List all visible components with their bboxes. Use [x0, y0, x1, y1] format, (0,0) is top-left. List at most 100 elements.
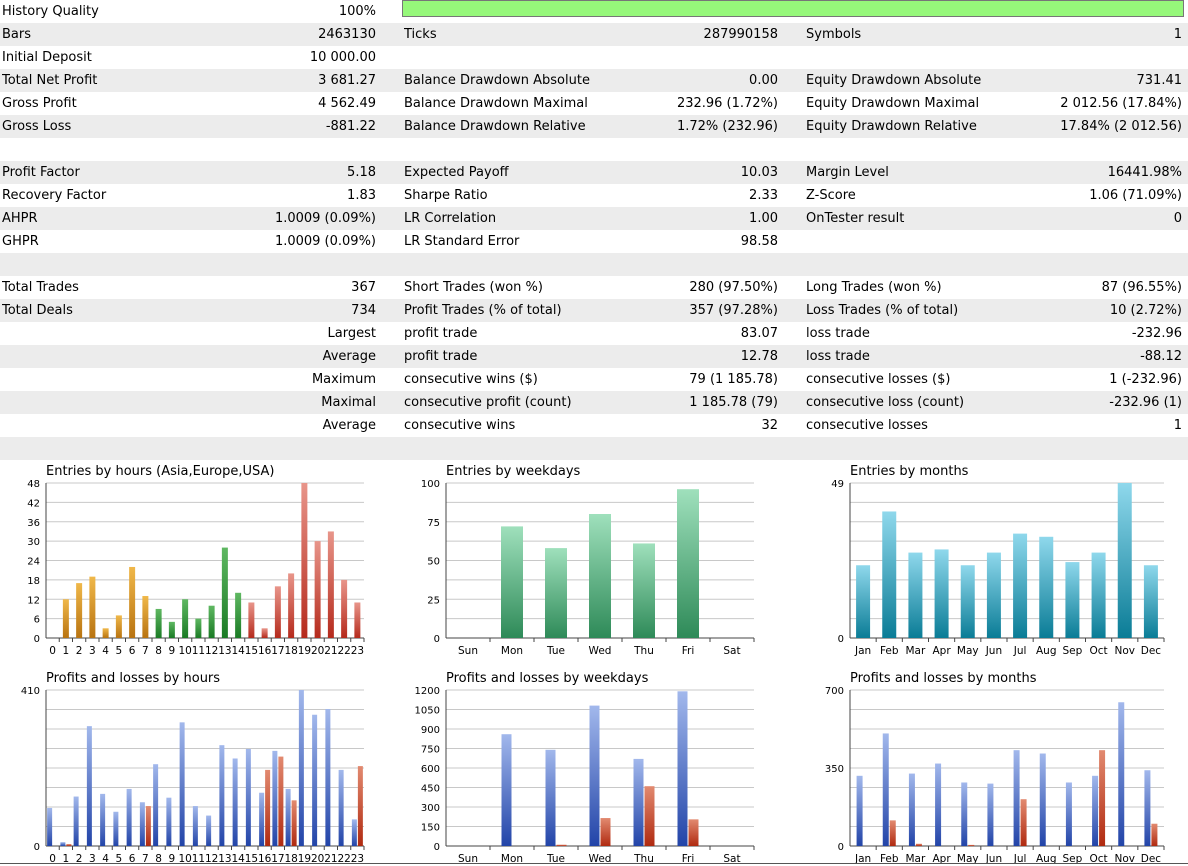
x-tick-label: Wed: [589, 645, 612, 657]
x-tick-label: Nov: [1115, 645, 1136, 657]
summary-row: Initial Deposit 10 000.00: [0, 46, 1188, 69]
bar: [589, 514, 611, 638]
stat-label: Balance Drawdown Maximal: [404, 96, 588, 111]
profit-bar: [60, 842, 66, 846]
stat-label: consecutive wins ($): [404, 372, 538, 387]
profit-bar: [192, 806, 198, 846]
stat-value: Average: [322, 349, 376, 364]
stat-value: 280 (97.50%): [689, 280, 778, 295]
loss-bar: [291, 800, 297, 846]
x-tick-label: Feb: [880, 645, 899, 657]
x-tick-label: Mar: [906, 645, 926, 657]
y-tick-label: 0: [434, 634, 440, 645]
stat-label: Total Deals: [2, 303, 73, 318]
stat-value: 16441.98%: [1107, 165, 1182, 180]
x-tick-label: 15: [245, 853, 258, 865]
x-tick-label: Sat: [723, 645, 740, 657]
x-tick-label: 21: [324, 645, 337, 657]
x-tick-label: Fri: [682, 853, 695, 865]
stat-label: Bars: [2, 27, 32, 42]
stat-value: 367: [351, 280, 376, 295]
stat-value: 10.03: [740, 165, 778, 180]
loss-bar: [915, 843, 922, 846]
stat-value: 98.58: [740, 234, 778, 249]
bar: [301, 483, 308, 638]
entries-months-svg: Entries by months 0 49 Jan Feb Mar Apr May Jun Ju…: [831, 464, 1165, 657]
profits-losses-by-weekdays-chart: Profits and losses by weekdays 0 150 300 450…: [400, 665, 796, 865]
profit-bar: [633, 758, 644, 846]
summary-row: GHPR 1.0009 (0.09%) LR Standard Error 98.58: [0, 230, 1188, 253]
stat-label: Loss Trades (% of total): [806, 303, 959, 318]
x-tick-label: 3: [89, 645, 96, 657]
profit-bar: [179, 722, 185, 846]
profit-bar: [501, 734, 512, 846]
bar: [1039, 536, 1054, 638]
x-tick-label: Mar: [906, 853, 926, 865]
profit-bar: [86, 726, 92, 846]
chart-title: Entries by hours (Asia,Europe,USA): [46, 464, 274, 479]
x-tick-label: Sat: [723, 853, 740, 865]
bar: [195, 618, 202, 638]
bar: [1091, 552, 1106, 638]
bar: [1117, 483, 1132, 638]
summary-row: [0, 138, 1188, 161]
loss-bar: [600, 818, 611, 846]
stat-label: [404, 138, 644, 161]
x-tick-label: 17: [271, 645, 284, 657]
stat-value: -88.12: [1140, 349, 1182, 364]
stat-label: loss trade: [806, 349, 870, 364]
x-tick-label: 20: [311, 853, 324, 865]
loss-bar: [278, 756, 284, 846]
bar: [633, 543, 655, 638]
x-tick-label: 9: [169, 645, 176, 657]
profit-bar: [351, 819, 357, 846]
y-tick-label: 75: [427, 518, 440, 529]
y-tick-label: 36: [27, 518, 40, 529]
x-tick-label: 14: [231, 645, 245, 657]
y-tick-label: 700: [825, 686, 844, 697]
entries-by-months-chart: Entries by months 0 49 Jan Feb Mar Apr May Jun Ju…: [800, 458, 1188, 664]
bar: [182, 599, 189, 638]
profit-bar: [1118, 702, 1125, 846]
y-tick-label: 49: [831, 479, 844, 490]
stat-label: Equity Drawdown Absolute: [806, 73, 982, 88]
profit-bar: [100, 793, 106, 846]
x-tick-label: 14: [231, 853, 245, 865]
profit-bar: [1092, 775, 1099, 846]
stat-value: 4 562.49: [318, 96, 376, 111]
x-tick-label: Sep: [1063, 853, 1083, 865]
bar: [89, 576, 96, 638]
loss-bar: [968, 844, 975, 846]
stat-value: [240, 253, 376, 276]
history-quality-label: History Quality: [2, 4, 99, 19]
stat-label: Margin Level: [806, 165, 889, 180]
stat-value: Average: [322, 418, 376, 433]
profit-bar: [219, 745, 225, 846]
y-tick-label: 48: [27, 479, 40, 490]
stat-value: 83.07: [740, 326, 778, 341]
stat-value: 232.96 (1.72%): [676, 96, 778, 111]
bar: [235, 592, 242, 638]
stat-value: 87 (96.55%): [1101, 280, 1182, 295]
entries-hours-svg: Entries by hours (Asia,Europe,USA)061218…: [27, 464, 365, 657]
stat-label: Total Trades: [2, 280, 79, 295]
bar: [908, 552, 923, 638]
stat-label: [404, 46, 644, 69]
stat-label: Profit Factor: [2, 165, 80, 180]
stat-label: Gross Loss: [2, 119, 72, 134]
stat-value: -881.22: [325, 119, 376, 134]
stat-label: Equity Drawdown Relative: [806, 119, 977, 134]
x-tick-label: Dec: [1141, 853, 1162, 865]
x-tick-label: Nov: [1115, 853, 1136, 865]
x-tick-label: 8: [155, 645, 162, 657]
stat-value: 1.72% (232.96): [676, 119, 778, 134]
bar: [1143, 565, 1158, 638]
x-tick-label: Jun: [985, 853, 1002, 865]
stat-value: 2463130: [318, 27, 376, 42]
x-tick-label: Fri: [682, 645, 695, 657]
loss-bar: [889, 820, 896, 846]
stat-value: 1.0009 (0.09%): [274, 234, 376, 249]
stat-label: Ticks: [404, 27, 437, 42]
